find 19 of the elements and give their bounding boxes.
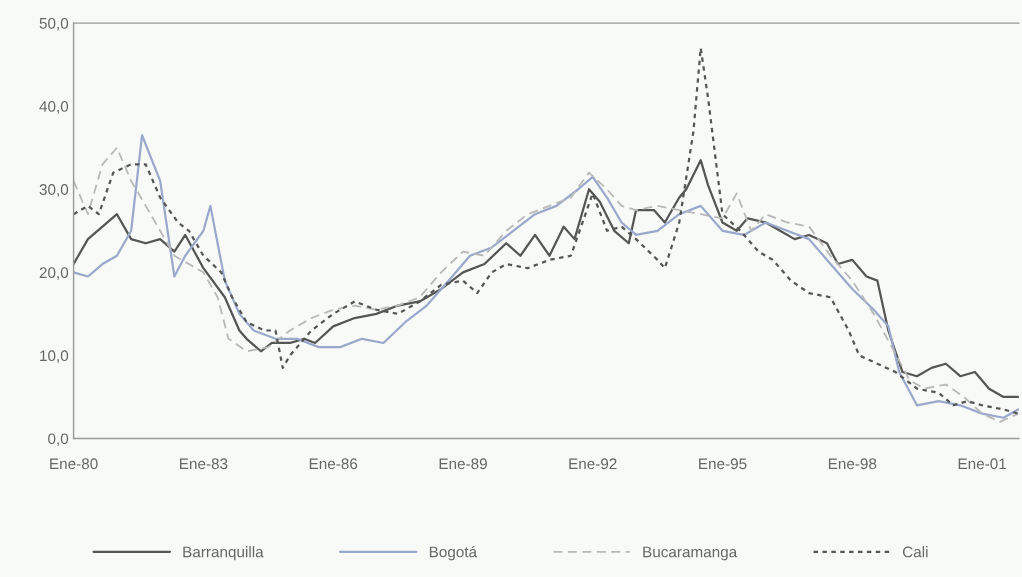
x-tick-label: Ene-01 xyxy=(958,458,1006,470)
y-tick-label: 10,0 xyxy=(40,350,69,363)
x-tick-label: Ene-89 xyxy=(439,458,487,470)
line-series xyxy=(73,46,1019,415)
y-tick-label: 50,0 xyxy=(39,17,69,31)
y-tick-label: 40,0 xyxy=(39,101,69,114)
y-tick-label: 30,0 xyxy=(39,184,69,197)
legend-label: Cali xyxy=(902,546,928,558)
legend-label: Barranquilla xyxy=(183,546,264,561)
legend-label: Bogotá xyxy=(429,545,478,561)
x-tick-label: Ene-92 xyxy=(569,458,617,470)
x-tick-label: Ene-86 xyxy=(309,458,358,470)
x-tick-label: Ene-95 xyxy=(699,458,747,470)
y-tick-label: 0,0 xyxy=(48,433,69,447)
x-tick-label: Ene-80 xyxy=(50,458,98,470)
x-tick-label: Ene-98 xyxy=(828,458,877,470)
y-tick-label: 20,0 xyxy=(39,267,69,280)
legend-label: Bucaramanga xyxy=(643,546,738,561)
x-tick-label: Ene-83 xyxy=(180,458,228,470)
